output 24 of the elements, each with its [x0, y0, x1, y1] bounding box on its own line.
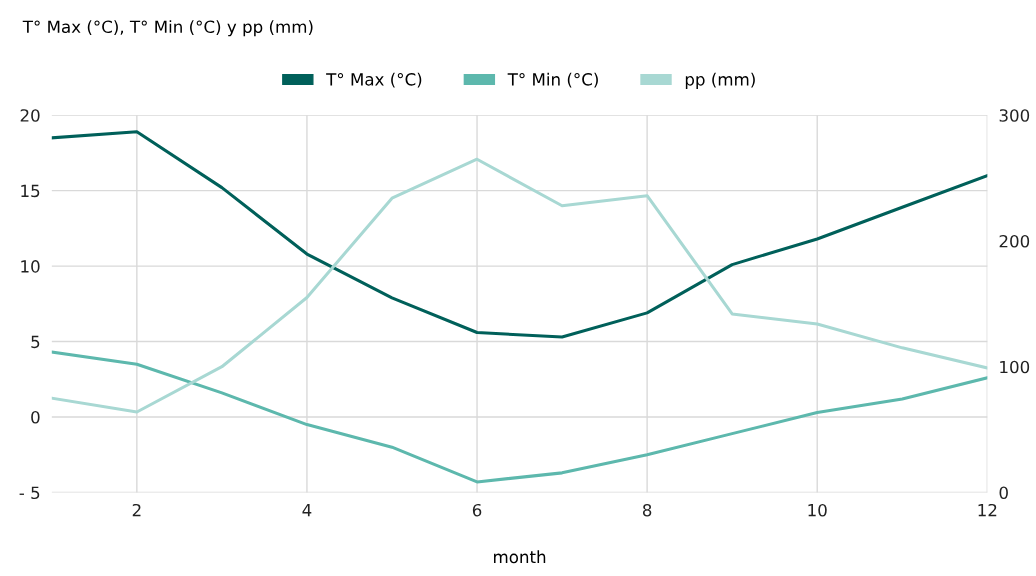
legend-label: T° Max (°C) — [326, 72, 422, 88]
y2-tick-label: 300 — [999, 109, 1030, 122]
y-tick-label: - 5 — [19, 486, 40, 500]
x-tick-label: 8 — [642, 503, 652, 517]
line-series — [51, 130, 988, 339]
chart-title: T° Max (°C), T° Min (°C) y pp (mm) — [22, 20, 313, 37]
line-series — [51, 157, 988, 414]
y-tick-label: 5 — [31, 335, 40, 349]
y2-tick-label: 100 — [1000, 360, 1030, 374]
x-tick-label: 4 — [302, 504, 312, 517]
y2-tick-label: 0 — [999, 486, 1008, 500]
y-tick-label: 0 — [31, 410, 40, 424]
y2-tick-label: 200 — [999, 234, 1030, 248]
x-tick-label: 6 — [472, 503, 482, 517]
y-tick-label: 20 — [20, 109, 40, 122]
y-tick-label: 15 — [21, 184, 40, 198]
legend-label: T° Min (°C) — [507, 72, 598, 88]
line-series — [51, 350, 988, 484]
x-axis-title: month — [494, 550, 546, 564]
x-tick-label: 12 — [978, 503, 997, 517]
x-tick-label: 10 — [808, 503, 827, 517]
x-tick-label: 2 — [132, 503, 141, 517]
y-tick-label: 10 — [21, 260, 40, 273]
legend-label: pp (mm) — [685, 72, 755, 89]
